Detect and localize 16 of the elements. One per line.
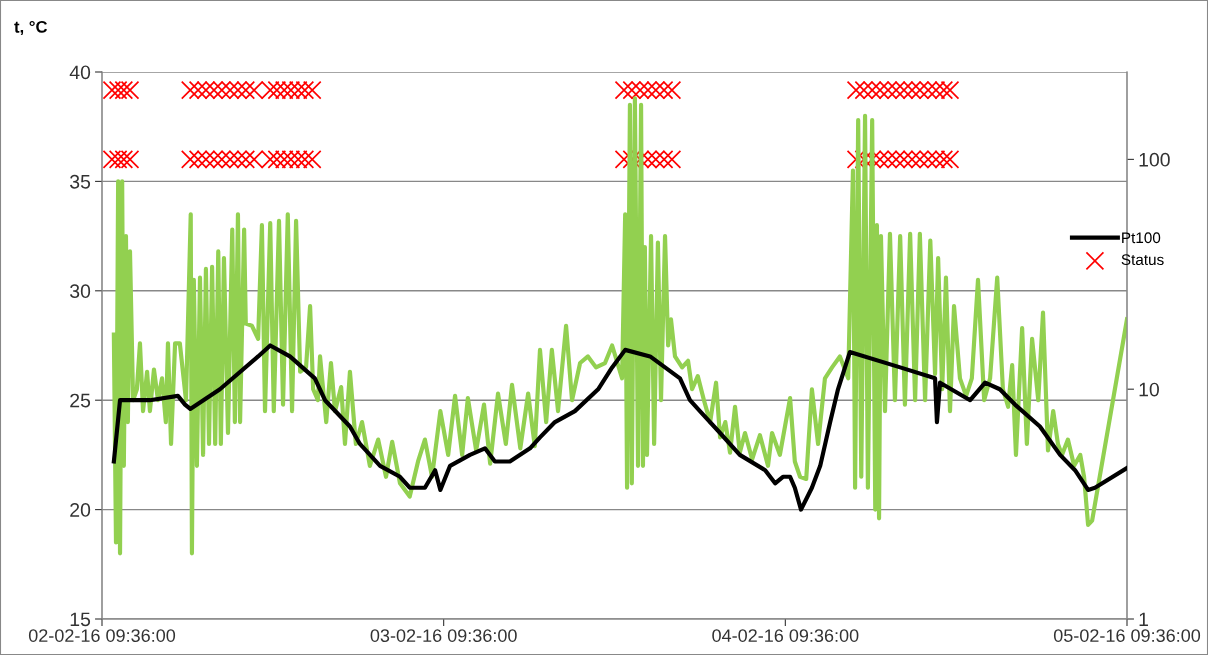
y2-tick-label: 100 xyxy=(1139,152,1170,167)
y-tick-label: 40 xyxy=(69,65,91,80)
x-tick-label: 02-02-16 09:36:00 xyxy=(28,629,176,642)
y-tick-label: 20 xyxy=(70,503,91,517)
x-tick-label: 04-02-16 09:36:00 xyxy=(712,629,859,642)
y-tick-label: 30 xyxy=(70,284,91,299)
y-tick-label: 35 xyxy=(70,174,91,189)
x-tick-label: 03-02-16 09:36:00 xyxy=(370,629,517,642)
legend-label: Pt100 xyxy=(1122,232,1161,244)
y2-tick-label: 1 xyxy=(1139,612,1148,627)
y2-tick-label: 10 xyxy=(1139,382,1159,397)
y-tick-label: 15 xyxy=(70,612,91,627)
legend-label: Status xyxy=(1121,254,1164,266)
y-axis-title: t, °C xyxy=(14,20,48,36)
y-tick-label: 25 xyxy=(70,393,91,408)
x-tick-label: 05-02-16 09:36:00 xyxy=(1053,629,1201,642)
